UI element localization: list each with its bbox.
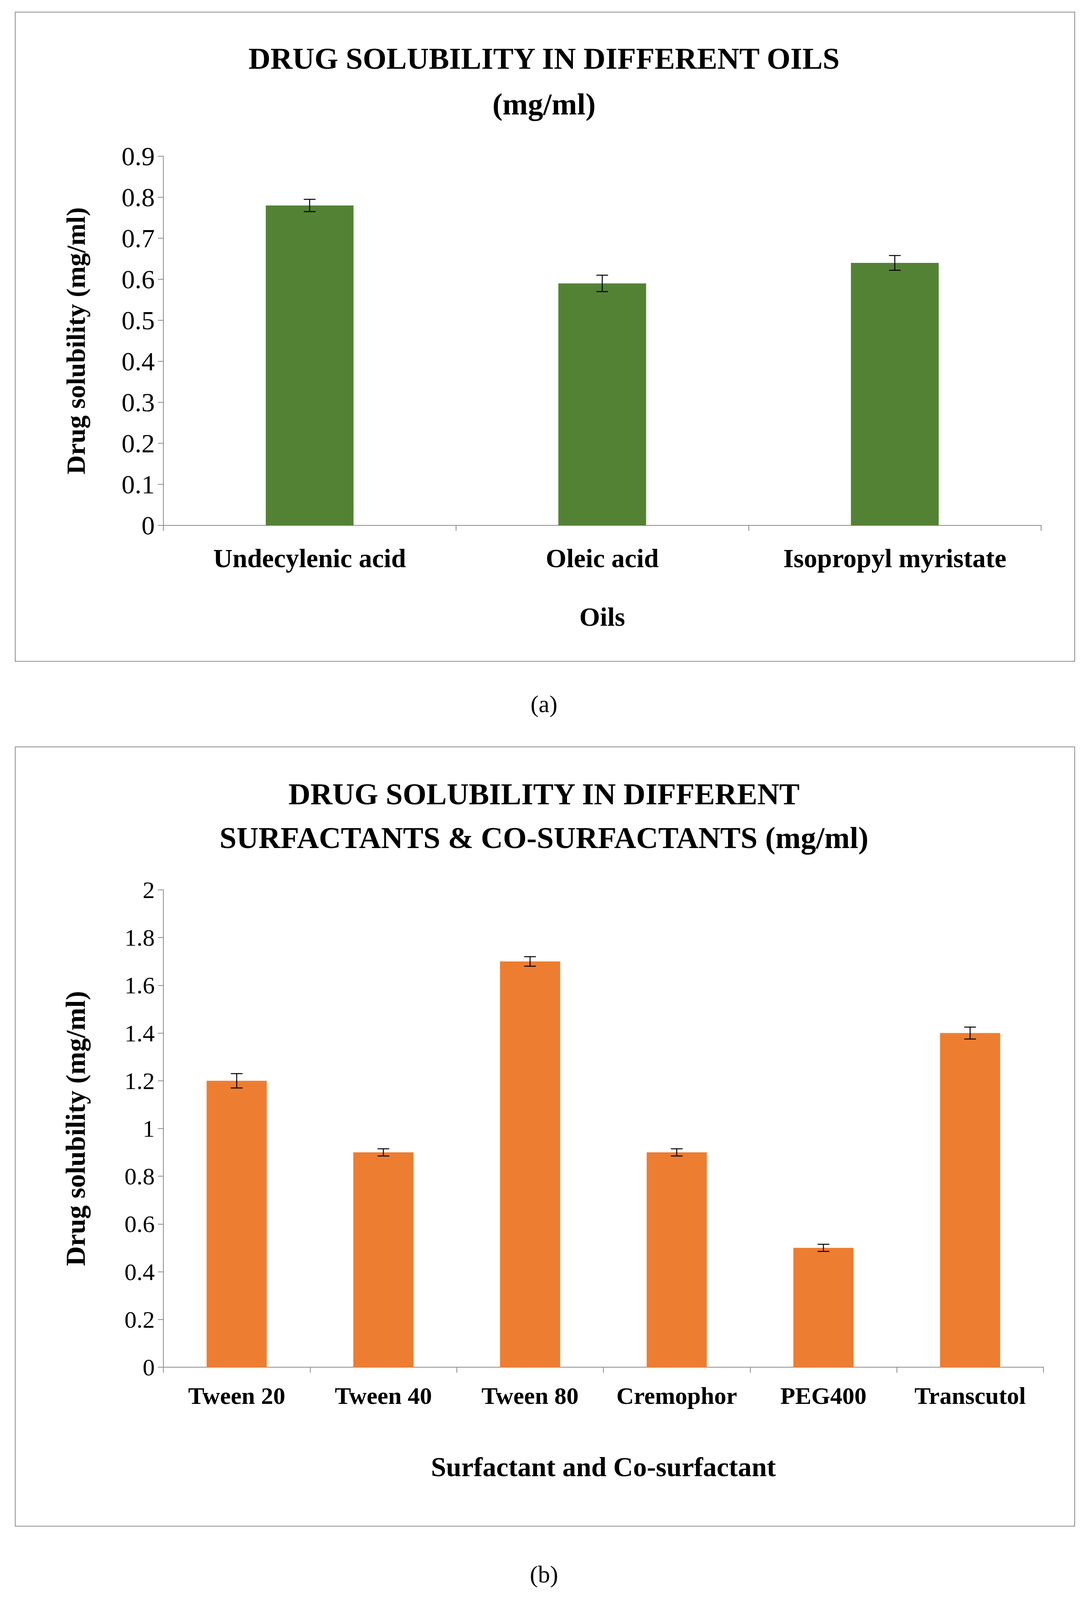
- svg-text:Tween 20: Tween 20: [187, 1383, 286, 1410]
- svg-text:0.6: 0.6: [121, 264, 155, 295]
- svg-text:0.4: 0.4: [121, 346, 155, 377]
- svg-text:2: 2: [142, 876, 155, 904]
- svg-text:Drug solubility (mg/ml): Drug solubility (mg/ml): [60, 991, 91, 1267]
- svg-text:1: 1: [142, 1115, 155, 1143]
- svg-text:SURFACTANTS & CO-SURFACTANTS (: SURFACTANTS & CO-SURFACTANTS (mg/ml): [219, 821, 869, 856]
- svg-text:0: 0: [141, 510, 155, 541]
- svg-text:0.2: 0.2: [124, 1306, 156, 1334]
- svg-text:Isopropyl myristate: Isopropyl myristate: [783, 543, 1007, 574]
- svg-text:1.4: 1.4: [124, 1020, 156, 1047]
- svg-text:0.4: 0.4: [124, 1259, 156, 1286]
- svg-text:0.1: 0.1: [121, 469, 155, 500]
- svg-text:Cremophor: Cremophor: [616, 1383, 738, 1410]
- svg-text:0.5: 0.5: [121, 305, 155, 336]
- svg-text:0.8: 0.8: [124, 1163, 156, 1190]
- svg-text:(mg/ml): (mg/ml): [492, 87, 596, 122]
- svg-text:PEG400: PEG400: [780, 1383, 867, 1410]
- svg-text:0.9: 0.9: [121, 141, 155, 172]
- svg-text:Surfactant and Co-surfactant: Surfactant and Co-surfactant: [431, 1452, 777, 1483]
- svg-text:Drug solubility (mg/ml): Drug solubility (mg/ml): [60, 207, 91, 475]
- svg-text:Oleic acid: Oleic acid: [545, 543, 659, 574]
- svg-text:0: 0: [142, 1354, 155, 1382]
- svg-text:(a): (a): [530, 690, 558, 718]
- svg-text:DRUG SOLUBILITY IN DIFFERENT: DRUG SOLUBILITY IN DIFFERENT: [288, 777, 800, 812]
- svg-text:Oils: Oils: [579, 602, 625, 632]
- svg-text:Tween 80: Tween 80: [481, 1383, 579, 1410]
- svg-text:0.2: 0.2: [121, 428, 155, 459]
- svg-text:1.2: 1.2: [124, 1068, 156, 1095]
- svg-text:Tween 40: Tween 40: [334, 1383, 433, 1410]
- svg-text:1.8: 1.8: [124, 924, 156, 952]
- svg-text:1.6: 1.6: [124, 972, 156, 999]
- svg-text:Undecylenic acid: Undecylenic acid: [213, 543, 407, 574]
- svg-text:(b): (b): [529, 1561, 559, 1589]
- svg-text:0.8: 0.8: [121, 182, 155, 213]
- svg-text:0.6: 0.6: [124, 1211, 156, 1238]
- svg-text:0.3: 0.3: [121, 387, 155, 418]
- svg-text:0.7: 0.7: [121, 223, 155, 254]
- svg-text:Transcutol: Transcutol: [914, 1383, 1026, 1410]
- svg-text:DRUG SOLUBILITY IN DIFFERENT O: DRUG SOLUBILITY IN DIFFERENT OILS: [248, 41, 840, 76]
